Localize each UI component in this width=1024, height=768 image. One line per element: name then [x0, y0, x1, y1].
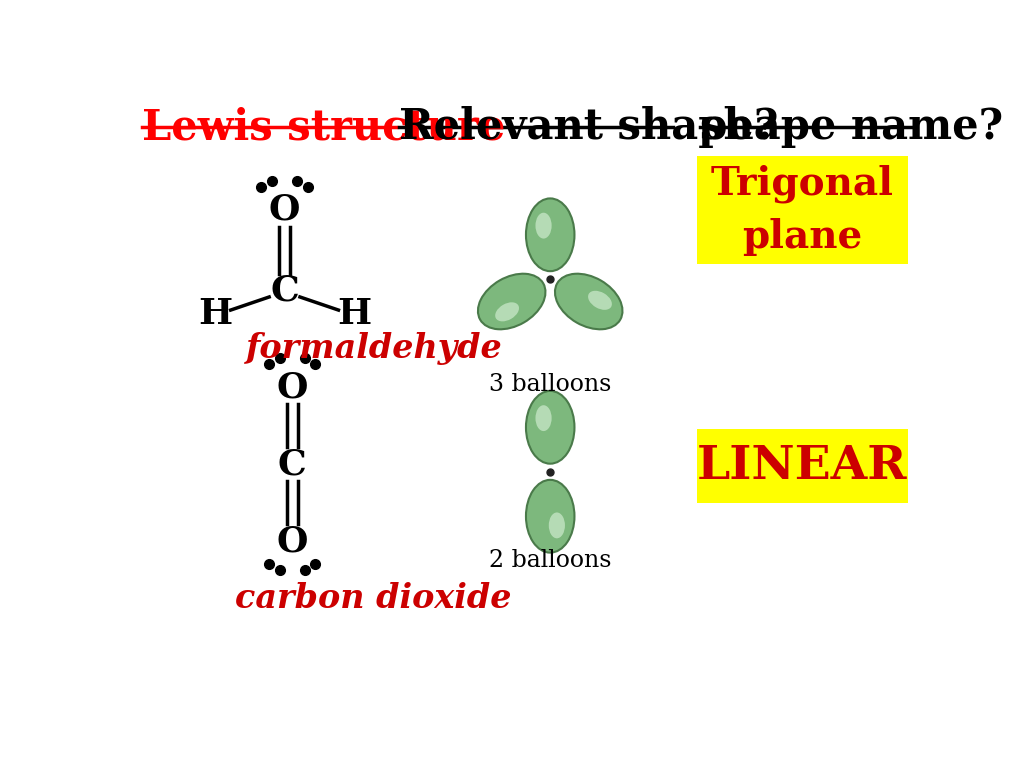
Text: Trigonal
plane: Trigonal plane — [711, 164, 894, 256]
Ellipse shape — [526, 480, 574, 553]
Ellipse shape — [588, 291, 612, 310]
Ellipse shape — [478, 273, 546, 329]
Text: O: O — [276, 524, 308, 558]
Text: Lewis structure: Lewis structure — [142, 106, 506, 148]
Text: C: C — [270, 274, 299, 308]
Text: shape name?: shape name? — [700, 106, 1004, 148]
Text: 3 balloons: 3 balloons — [489, 373, 611, 396]
FancyBboxPatch shape — [696, 429, 908, 502]
Text: O: O — [276, 370, 308, 404]
Ellipse shape — [526, 198, 574, 271]
Text: formaldehyde: formaldehyde — [246, 332, 503, 365]
Ellipse shape — [526, 391, 574, 464]
Text: 2 balloons: 2 balloons — [489, 549, 611, 572]
Ellipse shape — [555, 273, 623, 329]
Text: H: H — [199, 297, 232, 331]
Ellipse shape — [536, 406, 552, 431]
Text: Relevant shape?: Relevant shape? — [398, 106, 778, 148]
Text: LINEAR: LINEAR — [697, 443, 907, 489]
Text: C: C — [278, 447, 306, 481]
Ellipse shape — [549, 512, 565, 538]
FancyBboxPatch shape — [696, 156, 908, 264]
Text: O: O — [269, 193, 300, 227]
Text: H: H — [337, 297, 371, 331]
Ellipse shape — [496, 303, 519, 321]
Ellipse shape — [536, 213, 552, 239]
Text: carbon dioxide: carbon dioxide — [234, 582, 511, 615]
